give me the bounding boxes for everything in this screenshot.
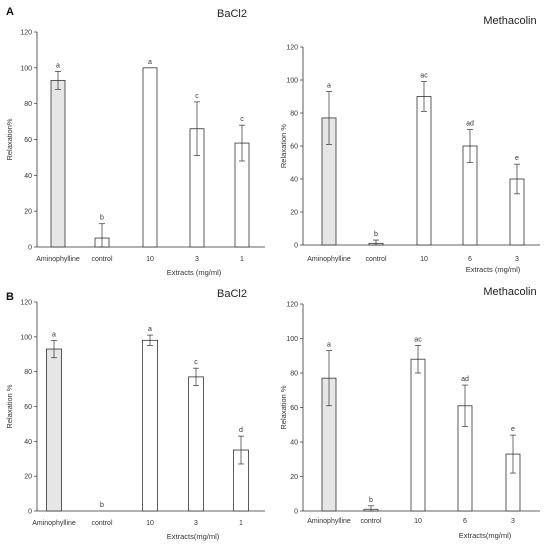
bar (142, 67, 158, 248)
y-tick-label: 120 (286, 302, 298, 309)
significance-letter: a (148, 326, 152, 333)
x-tick-label: control (91, 256, 112, 263)
y-tick-label: 80 (24, 369, 32, 376)
x-axis-label: Extracts(mg/ml) (459, 531, 512, 540)
y-tick-label: 20 (290, 474, 298, 481)
chart-a-bacl2: 0 20 40 60 80 100 120 Relaxation% BaCl2 Extracts … (5, 8, 265, 277)
y-tick-label: 40 (290, 177, 298, 184)
significance-letter: b (374, 231, 378, 238)
x-tick-label: 3 (511, 518, 515, 525)
significance-letter: a (52, 331, 56, 338)
x-tick-label: 1 (240, 256, 244, 263)
x-tick-label: Aminophylline (307, 518, 351, 525)
bar (416, 96, 432, 246)
x-axis-label: Extracts(mg/ml) (167, 532, 220, 541)
y-tick-label: 40 (290, 440, 298, 447)
y-tick-label: 0 (28, 245, 32, 252)
chart-title: BaCl2 (217, 8, 247, 20)
y-axis-label: Relaxation % (5, 384, 14, 429)
x-tick-label: 6 (468, 256, 472, 263)
y-tick-label: 80 (24, 101, 32, 108)
y-tick-label: 20 (290, 210, 298, 217)
significance-letter: ac (420, 73, 428, 80)
significance-letter: c (240, 116, 244, 123)
y-tick-label: 40 (24, 173, 32, 180)
y-tick-label: 60 (24, 137, 32, 144)
x-tick-label: Aminophylline (36, 256, 80, 263)
y-tick-label: 100 (286, 336, 298, 343)
significance-letter: c (194, 359, 198, 366)
y-tick-label: 100 (20, 65, 32, 72)
x-axis-label: Extracts (mg/ml) (167, 268, 222, 277)
significance-letter: b (100, 502, 104, 509)
x-tick-label: control (365, 256, 386, 263)
x-tick-label: control (91, 520, 112, 527)
y-axis-label: Relaxation% (5, 118, 14, 160)
x-tick-label: 3 (194, 520, 198, 527)
x-tick-label: Aminophylline (32, 520, 76, 527)
y-tick-label: 0 (294, 243, 298, 250)
y-tick-label: 60 (290, 405, 298, 412)
x-axis-label: Extracts (mg/ml) (466, 265, 521, 274)
x-tick-label: 3 (195, 256, 199, 263)
x-tick-label: 10 (420, 256, 428, 263)
x-tick-label: 6 (463, 518, 467, 525)
significance-letter: e (511, 426, 515, 433)
y-tick-label: 120 (286, 45, 298, 52)
y-tick-label: 20 (24, 209, 32, 216)
y-tick-label: 60 (24, 404, 32, 411)
significance-letter: ad (466, 121, 474, 128)
significance-letter: c (195, 93, 199, 100)
x-tick-label: Aminophylline (307, 256, 351, 263)
significance-letter: a (56, 62, 60, 69)
y-tick-label: 40 (24, 439, 32, 446)
significance-letter: b (100, 215, 104, 222)
x-tick-label: 10 (414, 518, 422, 525)
panel-label-b: B (6, 291, 14, 303)
significance-letter: a (148, 59, 152, 66)
y-tick-label: 100 (286, 78, 298, 85)
x-tick-label: 10 (146, 520, 154, 527)
y-tick-label: 60 (290, 144, 298, 151)
y-axis-label: Relaxation % (279, 385, 288, 430)
y-tick-label: 100 (20, 334, 32, 341)
bar (50, 79, 66, 248)
y-tick-label: 0 (28, 509, 32, 516)
bar (142, 339, 158, 512)
chart-a-methacolin: 0 20 40 60 80 100 120 Relaxation % Methacolin Ext… (279, 15, 540, 274)
significance-letter: d (239, 427, 243, 434)
y-tick-label: 0 (294, 509, 298, 516)
bar (188, 376, 204, 512)
chart-title: Methacolin (483, 15, 536, 27)
chart-b-methacolin: 0 20 40 60 80 100 120 Relaxation % Methacolin Ext… (279, 286, 540, 540)
y-tick-label: 120 (20, 300, 32, 307)
x-tick-label: 10 (146, 256, 154, 263)
y-tick-label: 20 (24, 474, 32, 481)
bar (46, 348, 62, 512)
y-axis-label: Relaxation % (279, 124, 288, 169)
bar (410, 358, 426, 512)
significance-letter: ac (414, 336, 422, 343)
significance-letter: a (327, 342, 331, 349)
y-tick-label: 120 (20, 30, 32, 37)
panel-label-a: A (6, 6, 14, 18)
significance-letter: b (369, 497, 373, 504)
chart-title: BaCl2 (217, 288, 247, 300)
chart-b-bacl2: 0 20 40 60 80 100 120 Relaxation % BaCl2 Extracts… (5, 288, 265, 541)
x-tick-label: control (360, 518, 381, 525)
significance-letter: e (515, 155, 519, 162)
y-tick-label: 80 (290, 371, 298, 378)
x-tick-label: 3 (515, 256, 519, 263)
significance-letter: ad (461, 376, 469, 383)
significance-letter: a (327, 83, 331, 90)
chart-title: Methacolin (483, 286, 536, 298)
y-tick-label: 80 (290, 111, 298, 118)
x-tick-label: 1 (239, 520, 243, 527)
